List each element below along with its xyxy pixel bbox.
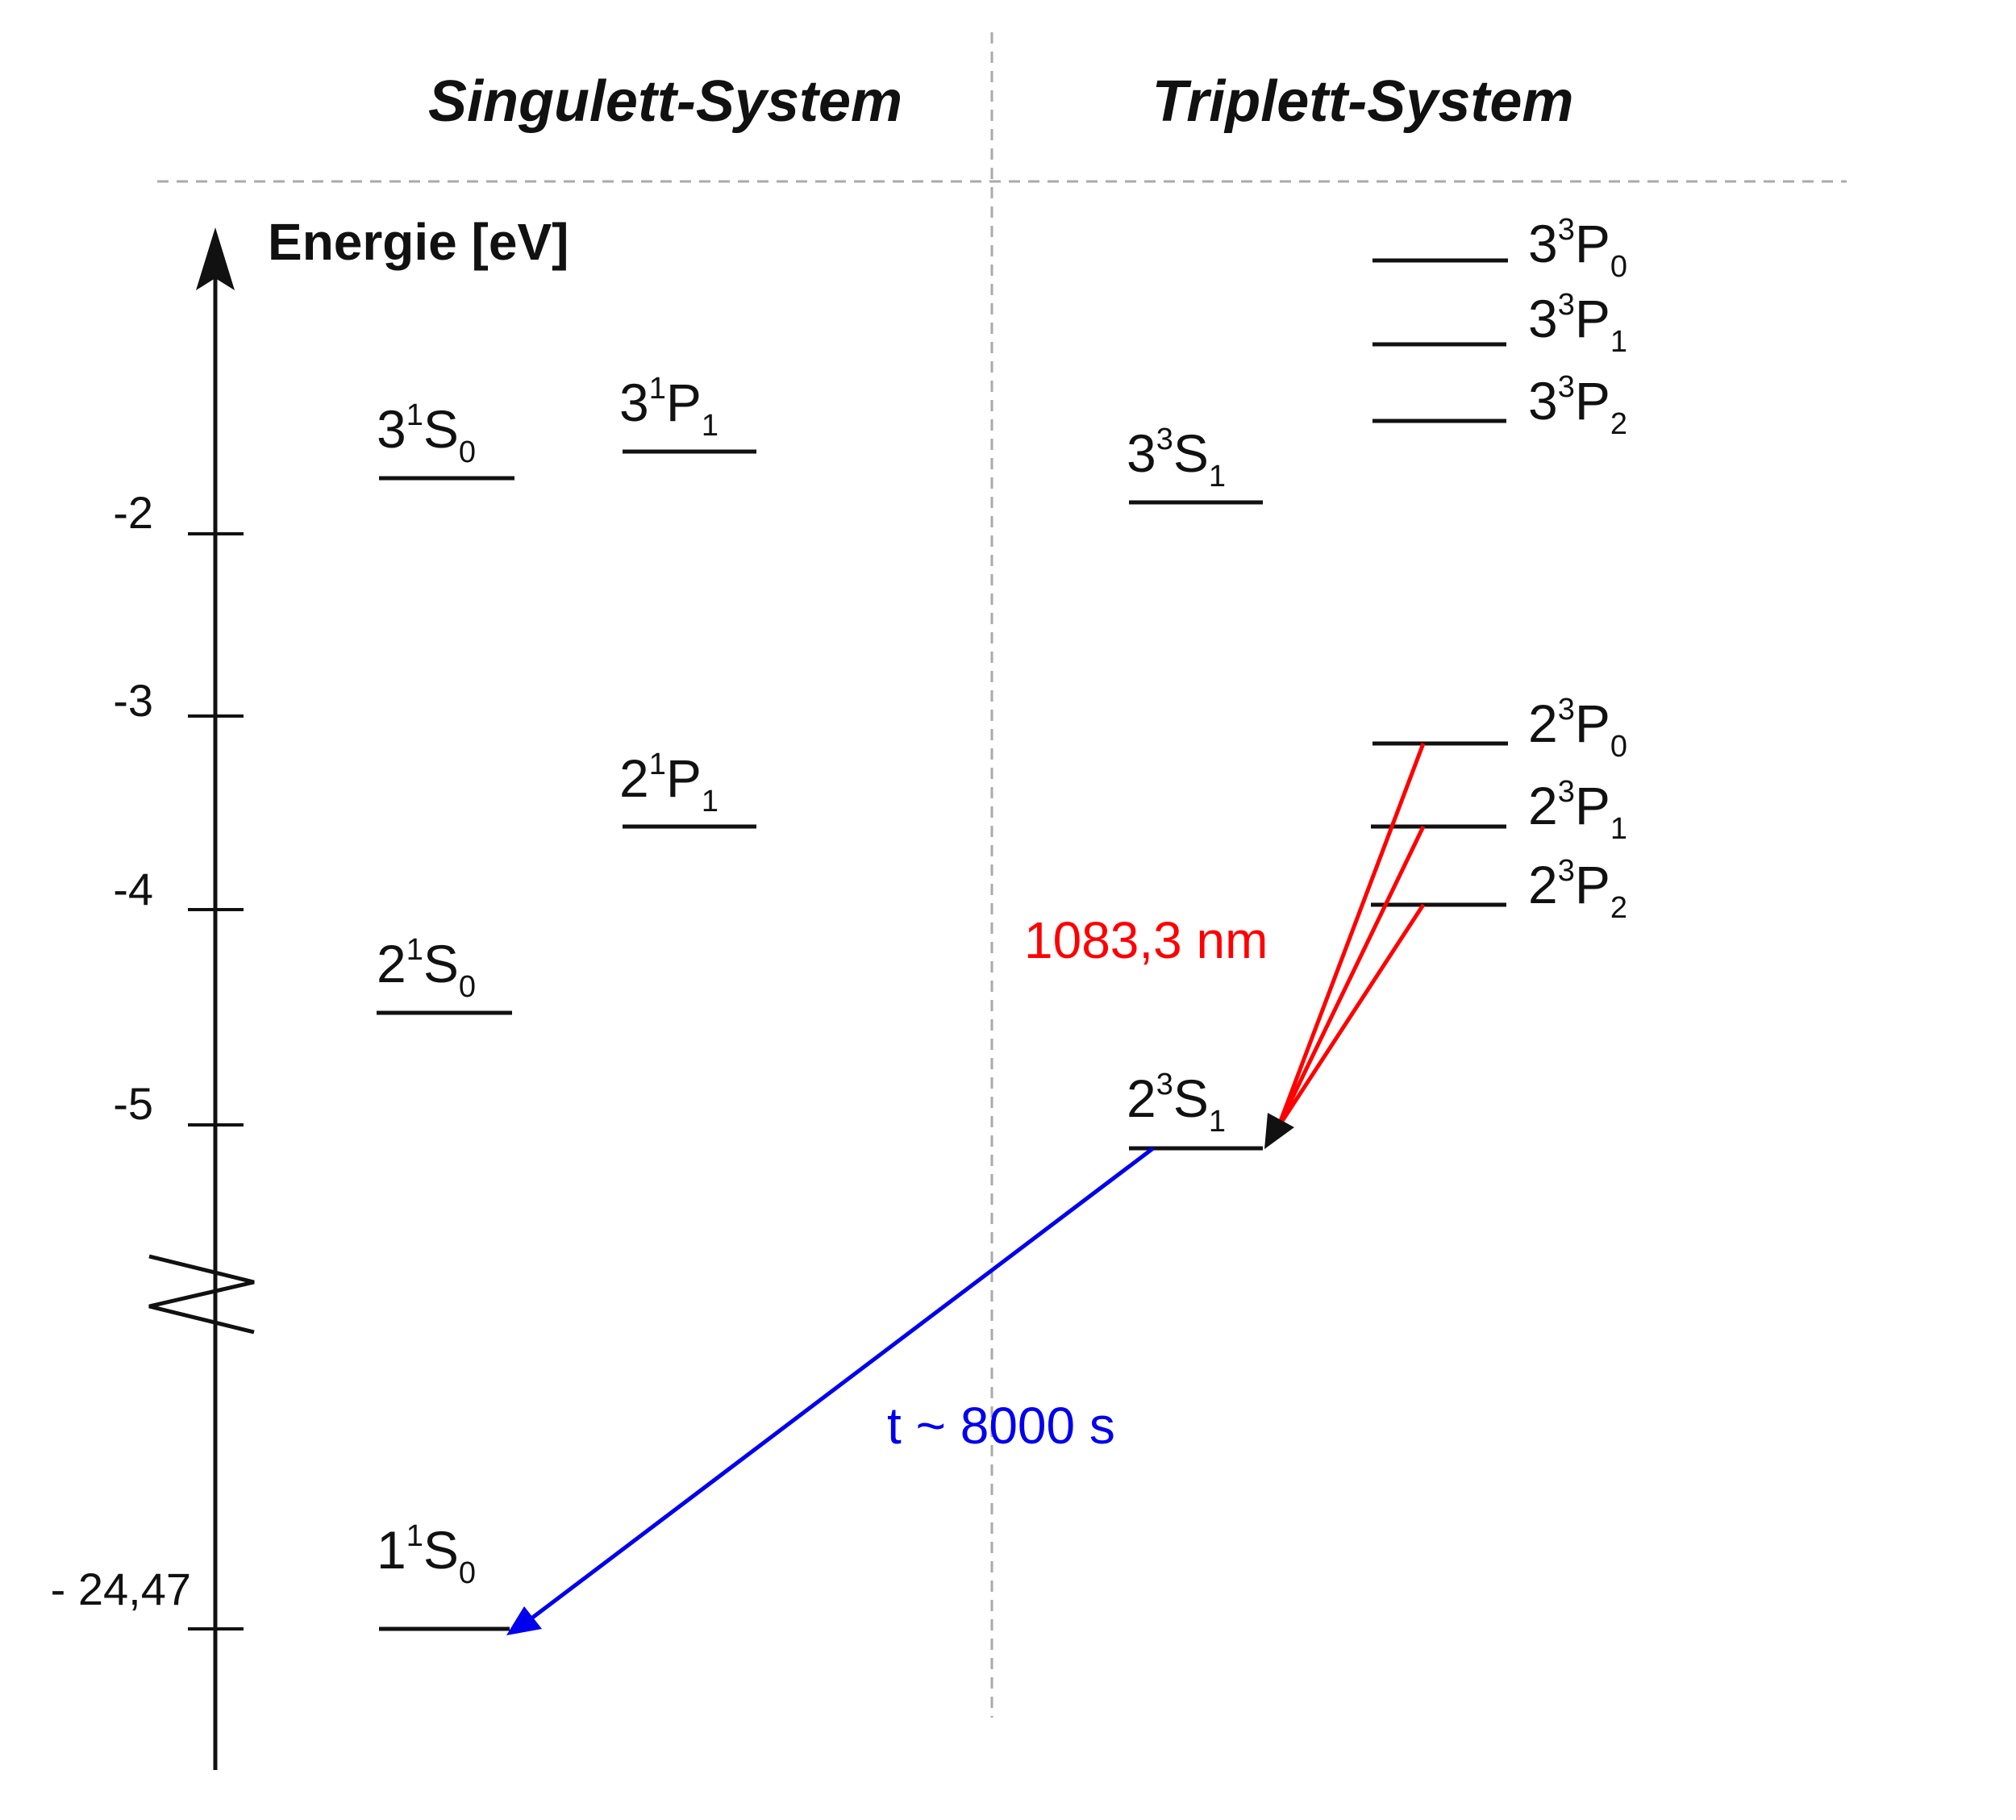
lifetime-label: t ~ 8000 s (887, 1397, 1115, 1455)
transition-arrow-2-3S1-to-1-1S0 (527, 1147, 1155, 1622)
axis-break-icon (148, 1254, 255, 1335)
tick-label: -5 (113, 1078, 153, 1129)
singlet-system-title: Singulett-System (428, 69, 902, 134)
state-label-2-3P0: 23P0 (1528, 693, 1627, 764)
state-label-1-1S0: 11S0 (377, 1519, 476, 1590)
tick-label: -3 (113, 675, 153, 726)
transition-arrow-2-3P2 (1276, 903, 1426, 1129)
red-transition-group: 1083,3 nm (1024, 743, 1426, 1149)
blue-transition-group: t ~ 8000 s (506, 1147, 1155, 1635)
state-label-2-3P2: 23P2 (1528, 854, 1627, 925)
energy-axis: Energie [eV] -2 -3 -4 -5 - 24,47 (51, 213, 569, 1770)
state-label-3-1S0: 31S0 (377, 398, 476, 469)
state-label-2-1S0: 21S0 (377, 933, 476, 1004)
triplet-levels: 33P0 33P1 33P2 33S1 23P0 23P1 23P2 23S1 (1127, 213, 1627, 1151)
tick-label: - 24,47 (51, 1564, 191, 1614)
triplet-system-title: Triplett-System (1152, 69, 1574, 134)
transition-arrow-2-3P1 (1276, 825, 1426, 1129)
state-label-3-3P1: 33P1 (1528, 288, 1627, 359)
axis-title: Energie [eV] (268, 213, 569, 271)
state-label-2-3S1: 23S1 (1127, 1068, 1226, 1139)
state-label-3-3P2: 33P2 (1528, 370, 1627, 441)
wavelength-label: 1083,3 nm (1024, 911, 1268, 969)
arrowhead-icon (506, 1606, 542, 1635)
state-label-3-3P0: 33P0 (1528, 213, 1627, 284)
transition-arrow-2-3P0 (1276, 743, 1426, 1128)
tick-label: -2 (113, 487, 153, 538)
axis-arrowhead-icon (196, 227, 235, 290)
singlet-levels: 31S0 31P1 21P1 21S0 11S0 (377, 372, 756, 1631)
state-label-2-3P1: 23P1 (1528, 775, 1627, 846)
tick-label: -4 (113, 864, 153, 914)
state-label-3-1P1: 31P1 (619, 372, 719, 443)
arrowhead-icon (1264, 1113, 1294, 1149)
state-label-3-3S1: 33S1 (1127, 423, 1226, 494)
state-label-2-1P1: 21P1 (619, 748, 719, 818)
